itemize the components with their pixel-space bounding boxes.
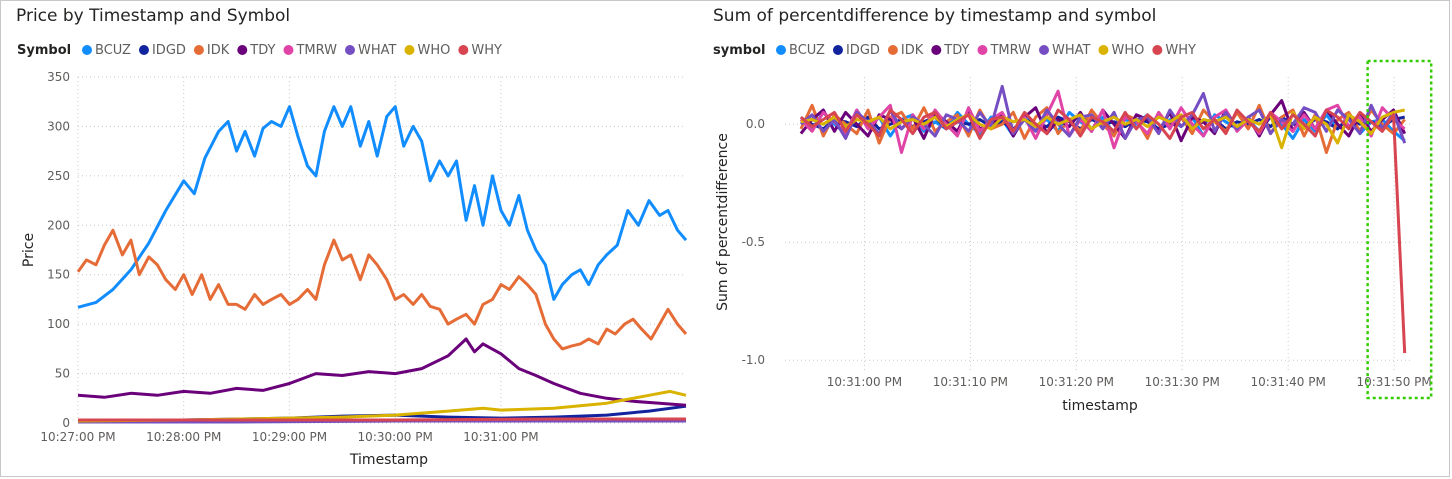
percentdifference-chart-plot-area[interactable] [799,84,1407,354]
price-chart-y-tick-label: 300 [47,119,70,133]
price-series-line-idk[interactable] [76,228,688,351]
price-chart-legend-label-idk[interactable]: IDK [207,43,230,58]
percentdifference-chart-y-tick-label: -0.5 [742,235,765,249]
price-chart-legend-marker-bcuz[interactable] [82,45,92,55]
price-chart-legend-marker-tmrw[interactable] [283,45,294,55]
price-chart-legend-marker-tdy[interactable] [237,45,248,55]
percentdifference-chart-x-tick-label: 10:31:20 PM [1039,375,1114,389]
price-chart-title: Price by Timestamp and Symbol [16,6,290,26]
price-chart-x-tick-label: 10:30:00 PM [358,430,433,444]
price-series-line-tdy[interactable] [77,337,687,407]
price-chart-x-tick-label: 10:28:00 PM [146,430,221,444]
percentdifference-series-line-why[interactable] [799,108,1407,354]
percentdifference-chart-legend-marker-what[interactable] [1039,45,1049,55]
percentdifference-series-line-idk[interactable] [799,103,1406,154]
percentdifference-chart-x-tick-label: 10:31:50 PM [1356,375,1431,389]
price-chart-legend-marker-idgd[interactable] [138,45,149,55]
percentdifference-chart-legend-label-tdy[interactable]: TDY [943,43,969,58]
percentdifference-chart-title: Sum of percentdifference by timestamp an… [713,6,1156,26]
percentdifference-chart-x-axis: 10:31:00 PM 10:31:10 PM 10:31:20 PM 10:31:3… [827,375,1432,389]
percentdifference-chart[interactable]: Sum of percentdifference by timestamp an… [713,6,1433,414]
percentdifference-chart-legend-label-why[interactable]: WHY [1165,43,1196,58]
price-series-line-who[interactable] [77,389,687,423]
percentdifference-chart-legend-label-bcuz[interactable]: BCUZ [789,43,825,58]
percentdifference-chart-legend-marker-idk[interactable] [887,45,898,55]
price-chart-y-tick-label: 200 [47,218,70,232]
percentdifference-chart-legend-label-idk[interactable]: IDK [901,43,924,58]
percentdifference-chart-y-axis: 0.0 -0.5 -1.0 [742,117,765,367]
price-chart-y-tick-label: 350 [47,70,70,84]
price-chart-legend-label-why[interactable]: WHY [471,43,502,58]
percentdifference-chart-x-axis-title: timestamp [1062,398,1138,414]
price-chart-x-tick-label: 10:27:00 PM [40,430,115,444]
percentdifference-series-line-what[interactable] [799,84,1407,144]
percentdifference-chart-legend: symbol BCUZ IDGD IDK TDY TMRW WHAT WHO WHY [713,43,1196,58]
percentdifference-chart-legend-marker-who[interactable] [1098,45,1109,55]
percentdifference-chart-x-tick-label: 10:31:00 PM [827,375,902,389]
percentdifference-chart-legend-marker-tdy[interactable] [931,45,942,55]
price-chart-x-tick-label: 10:31:00 PM [463,430,538,444]
price-chart[interactable]: Price by Timestamp and Symbol Symbol BCU… [16,6,688,468]
price-chart-y-tick-label: 0 [62,416,70,430]
percentdifference-chart-legend-label-idgd[interactable]: IDGD [846,43,880,58]
percentdifference-chart-legend-label-tmrw[interactable]: TMRW [989,43,1031,58]
price-chart-legend-label-tdy[interactable]: TDY [249,43,275,58]
price-series-line-why[interactable] [78,417,686,422]
percentdifference-series-line-tmrw[interactable] [799,89,1406,154]
price-chart-y-axis-title: Price [21,233,37,267]
price-chart-legend: Symbol BCUZ IDGD IDK TDY TMRW WHAT WHO WHY [17,43,502,58]
price-chart-legend-label-who[interactable]: WHO [417,43,450,58]
percentdifference-chart-legend-label-who[interactable]: WHO [1111,43,1144,58]
price-chart-y-tick-label: 250 [47,169,70,183]
percentdifference-chart-legend-title: symbol [713,43,765,58]
price-chart-x-axis: 10:27:00 PM 10:28:00 PM 10:29:00 PM 10:30:0… [40,430,538,444]
price-chart-legend-title: Symbol [17,43,71,58]
price-chart-legend-label-bcuz[interactable]: BCUZ [95,43,131,58]
price-chart-legend-label-what[interactable]: WHAT [358,43,397,58]
price-chart-x-tick-label: 10:29:00 PM [252,430,327,444]
percentdifference-chart-y-tick-label: -1.0 [742,353,765,367]
price-chart-y-axis: 0 50 100 150 200 250 300 350 [47,70,70,430]
price-chart-plot-area[interactable] [76,105,688,424]
price-chart-legend-marker-why[interactable] [458,45,469,55]
price-chart-legend-label-tmrw[interactable]: TMRW [295,43,337,58]
percentdifference-chart-legend-marker-idgd[interactable] [832,45,843,55]
price-chart-x-axis-title: Timestamp [349,452,428,468]
percentdifference-chart-y-tick-label: 0.0 [746,117,765,131]
price-chart-y-tick-label: 50 [55,367,70,381]
percentdifference-chart-x-tick-label: 10:31:30 PM [1145,375,1220,389]
percentdifference-chart-x-tick-label: 10:31:10 PM [933,375,1008,389]
percentdifference-chart-legend-marker-why[interactable] [1152,45,1163,55]
percentdifference-chart-legend-label-what[interactable]: WHAT [1052,43,1091,58]
percentdifference-chart-legend-marker-bcuz[interactable] [776,45,786,55]
price-chart-y-tick-label: 100 [47,317,70,331]
price-chart-legend-marker-what[interactable] [345,45,355,55]
percentdifference-chart-x-tick-label: 10:31:40 PM [1251,375,1326,389]
percentdifference-chart-legend-marker-tmrw[interactable] [977,45,988,55]
percentdifference-chart-y-axis-title: Sum of percentdifference [715,133,731,311]
price-series-line-bcuz[interactable] [77,105,688,309]
price-chart-legend-marker-who[interactable] [404,45,415,55]
highlight-region [1366,59,1433,400]
price-chart-legend-marker-idk[interactable] [193,45,204,55]
price-chart-legend-label-idgd[interactable]: IDGD [152,43,186,58]
price-chart-y-tick-label: 150 [47,268,70,282]
